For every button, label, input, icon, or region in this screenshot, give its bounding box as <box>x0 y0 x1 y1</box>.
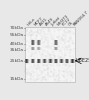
Bar <box>61 59 62 63</box>
Bar <box>31 59 32 63</box>
Bar <box>37 40 38 45</box>
Text: 25kDa: 25kDa <box>10 59 24 63</box>
Bar <box>31 47 32 50</box>
Bar <box>25 27 75 82</box>
Bar <box>33 40 34 45</box>
Bar <box>62 59 63 63</box>
Bar <box>25 59 26 63</box>
Bar <box>56 40 57 45</box>
Bar <box>54 40 55 45</box>
Text: 40kDa: 40kDa <box>10 42 24 46</box>
Text: UBE2S: UBE2S <box>76 58 89 63</box>
Text: RAW264.7: RAW264.7 <box>73 10 89 27</box>
Bar <box>67 59 68 63</box>
Bar <box>74 59 75 63</box>
Bar <box>66 59 67 63</box>
Bar <box>37 47 38 50</box>
Bar <box>31 40 32 45</box>
Text: A549: A549 <box>45 17 55 27</box>
Bar <box>40 47 41 50</box>
Text: PC12: PC12 <box>62 17 72 27</box>
Bar <box>32 47 33 50</box>
Bar <box>39 40 40 45</box>
Bar <box>46 59 47 63</box>
Text: NIH3T3: NIH3T3 <box>56 14 69 27</box>
Bar <box>32 59 33 63</box>
Bar <box>34 47 35 50</box>
Text: 15kDa: 15kDa <box>10 77 24 81</box>
Bar <box>63 59 64 63</box>
Text: 35kDa: 35kDa <box>10 48 24 52</box>
Bar <box>72 59 73 63</box>
Bar <box>60 59 61 63</box>
Text: HeLa: HeLa <box>27 17 37 27</box>
Bar <box>56 47 57 50</box>
Bar <box>49 59 50 63</box>
Bar <box>55 40 56 45</box>
Bar <box>24 59 25 63</box>
Bar <box>38 47 39 50</box>
Bar <box>40 59 41 63</box>
Text: 70kDa: 70kDa <box>10 26 24 30</box>
Bar <box>38 40 39 45</box>
Bar <box>38 59 39 63</box>
Text: Jurkat: Jurkat <box>51 16 62 27</box>
Bar <box>57 40 58 45</box>
Bar <box>39 47 40 50</box>
Bar <box>51 59 52 63</box>
Bar <box>33 47 34 50</box>
Bar <box>42 59 43 63</box>
Bar <box>34 59 35 63</box>
Bar <box>43 59 44 63</box>
Bar <box>44 59 45 63</box>
Bar <box>55 59 56 63</box>
Bar <box>68 59 69 63</box>
Bar <box>55 47 56 50</box>
Bar <box>28 59 29 63</box>
Bar <box>39 59 40 63</box>
Text: MCF7: MCF7 <box>33 16 44 27</box>
Bar <box>27 59 28 63</box>
Bar <box>71 59 72 63</box>
Bar <box>59 59 60 63</box>
Bar <box>54 47 55 50</box>
Text: A431: A431 <box>39 17 49 27</box>
Bar <box>32 40 33 45</box>
Text: C6: C6 <box>67 20 74 27</box>
Bar <box>45 59 46 63</box>
Bar <box>54 59 55 63</box>
Bar <box>57 59 58 63</box>
Bar <box>73 59 74 63</box>
Bar <box>37 59 38 63</box>
Bar <box>34 40 35 45</box>
Bar <box>48 59 49 63</box>
Bar <box>33 59 34 63</box>
Bar <box>50 59 51 63</box>
Bar <box>56 59 57 63</box>
Bar <box>65 59 66 63</box>
Bar <box>57 47 58 50</box>
Text: 55kDa: 55kDa <box>10 34 24 38</box>
Bar <box>26 59 27 63</box>
Bar <box>52 59 53 63</box>
Bar <box>40 40 41 45</box>
Bar <box>70 59 71 63</box>
